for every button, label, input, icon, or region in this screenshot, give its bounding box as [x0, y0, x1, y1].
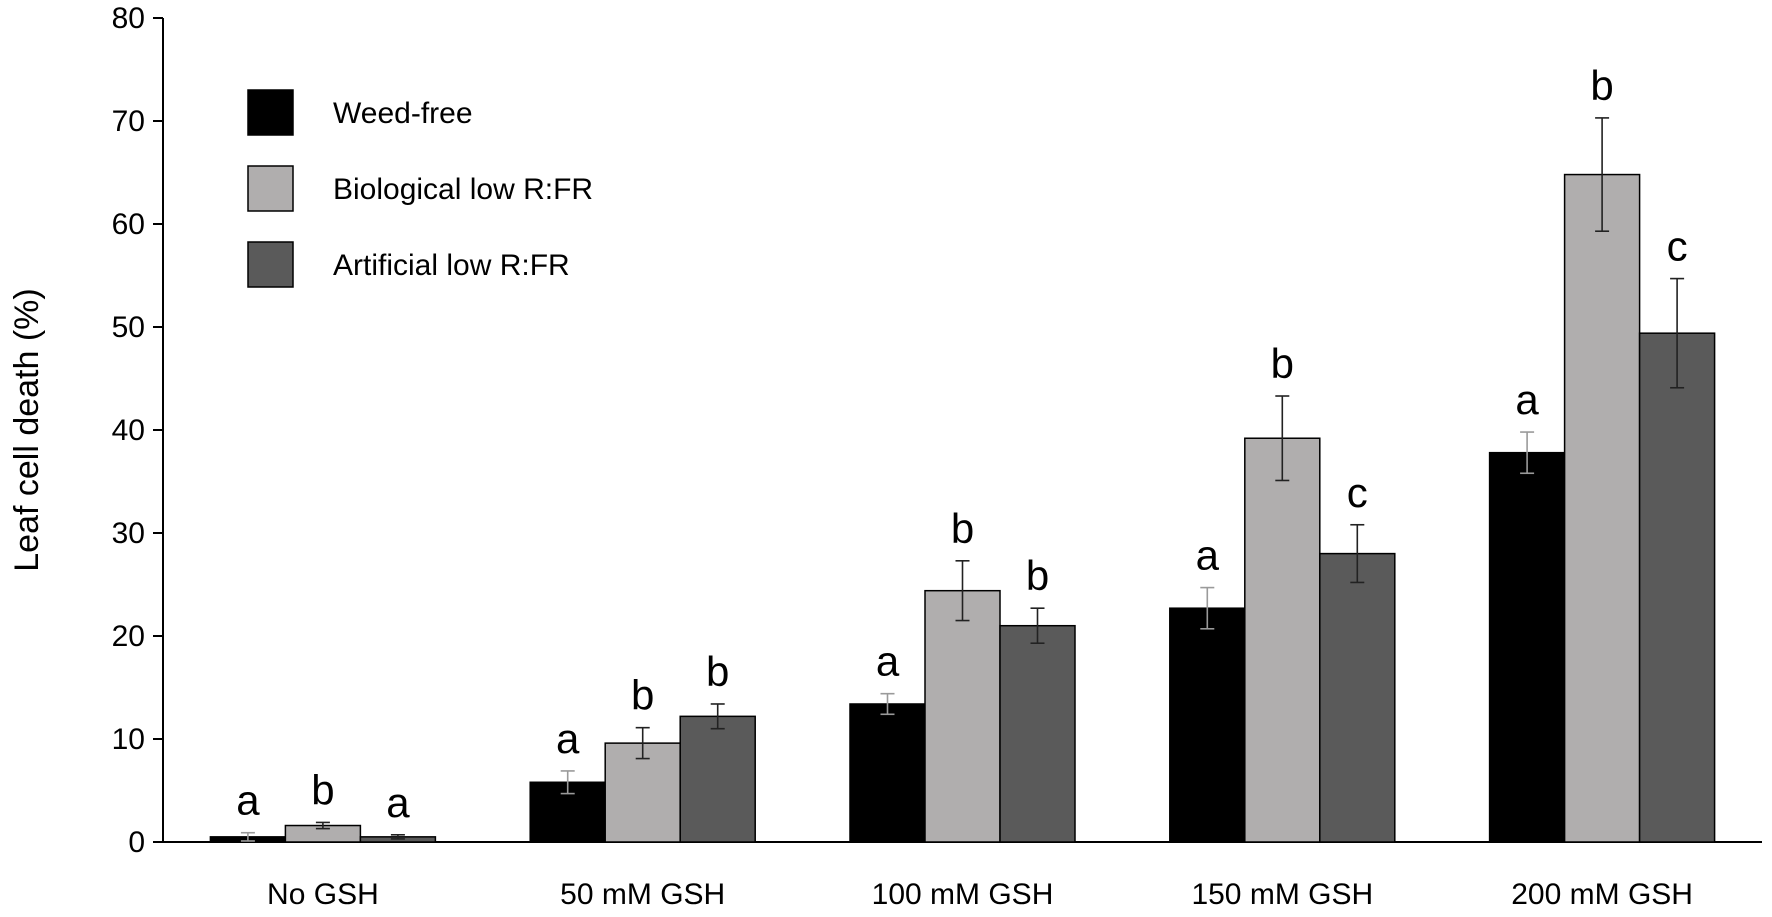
legend-swatch [247, 89, 294, 136]
bar [604, 742, 681, 843]
legend-label: Biological low R:FR [333, 173, 593, 206]
bar [1244, 437, 1321, 843]
significance-letter: a [556, 715, 580, 762]
bar [849, 703, 926, 843]
significance-letter: b [1271, 340, 1294, 387]
y-axis-title: Leaf cell death (%) [8, 288, 46, 572]
significance-letter: a [876, 638, 900, 685]
x-category-label: No GSH [267, 878, 379, 911]
significance-letter: b [706, 648, 729, 695]
legend-label: Weed-free [333, 97, 473, 130]
bar [1638, 332, 1716, 843]
bar [1488, 451, 1566, 843]
y-tick-label: 30 [112, 517, 145, 550]
bar [679, 715, 756, 843]
y-tick-label: 0 [128, 826, 145, 859]
significance-letter: c [1667, 223, 1688, 270]
significance-letter: b [1026, 552, 1049, 599]
significance-letter: a [386, 779, 410, 826]
legend-swatch [247, 165, 294, 212]
y-tick-label: 70 [112, 105, 145, 138]
bar [1563, 173, 1641, 843]
significance-letter: a [236, 777, 260, 824]
significance-letter: a [1515, 376, 1539, 423]
x-category-label: 150 mM GSH [1191, 878, 1373, 911]
y-tick-label: 60 [112, 208, 145, 241]
y-tick-label: 50 [112, 311, 145, 344]
bar [999, 624, 1076, 843]
y-tick-label: 20 [112, 620, 145, 653]
legend-swatch [247, 241, 294, 288]
significance-letter: a [1196, 532, 1220, 579]
y-tick-label: 10 [112, 723, 145, 756]
bar [1319, 552, 1396, 843]
legend-label: Artificial low R:FR [333, 249, 570, 282]
y-tick-label: 40 [112, 414, 145, 447]
y-tick-label: 80 [112, 2, 145, 35]
x-category-label: 200 mM GSH [1511, 878, 1693, 911]
significance-letter: b [1590, 62, 1613, 109]
bar [1169, 607, 1246, 843]
bar [924, 589, 1001, 843]
x-category-label: 100 mM GSH [872, 878, 1054, 911]
significance-letter: b [951, 505, 974, 552]
significance-letter: b [311, 766, 334, 813]
x-category-label: 50 mM GSH [560, 878, 725, 911]
significance-letter: b [631, 672, 654, 719]
significance-letter: c [1347, 469, 1368, 516]
